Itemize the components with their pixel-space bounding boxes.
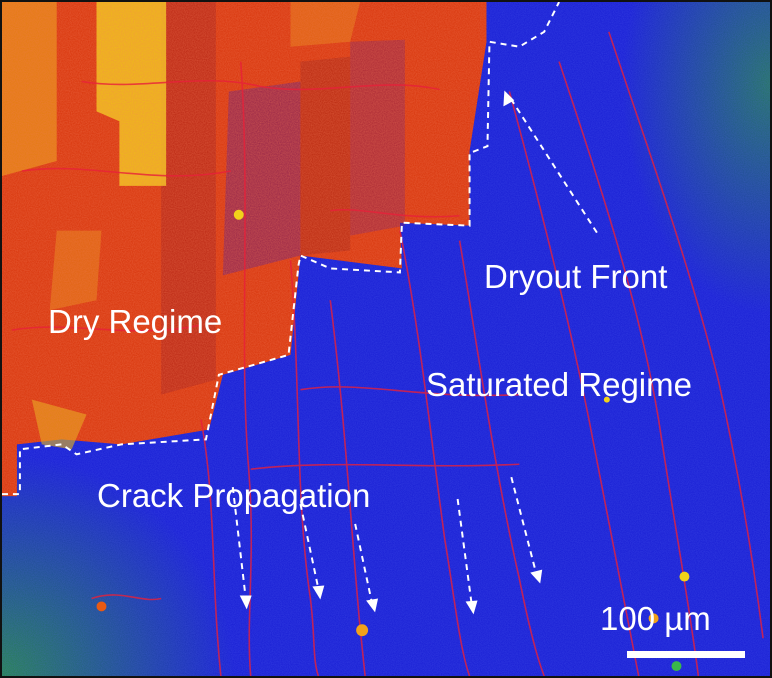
dryout-front-label: Dryout Front [484,258,668,295]
hotspots [96,209,690,672]
arrowheads [239,90,543,615]
saturated-regime-label: Saturated Regime [426,366,692,403]
crack-lines [11,31,764,676]
crack-propagation-label: Crack Propagation [97,477,371,514]
scale-bar-label: 100 µm [600,600,711,637]
scale-bar [627,651,745,658]
crack-propagation-arrows [231,95,598,604]
dryout-front-boundary [2,2,560,496]
dry-regime-label: Dry Regime [48,303,223,340]
